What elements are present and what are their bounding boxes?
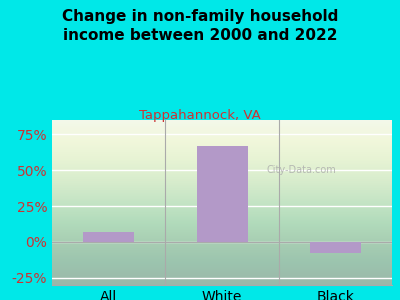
- Text: Change in non-family household
income between 2000 and 2022: Change in non-family household income be…: [62, 9, 338, 43]
- Bar: [310, 242, 361, 254]
- Bar: [83, 232, 134, 242]
- Text: City-Data.com: City-Data.com: [266, 165, 336, 175]
- Text: Tappahannock, VA: Tappahannock, VA: [139, 110, 261, 122]
- Bar: [196, 146, 248, 242]
